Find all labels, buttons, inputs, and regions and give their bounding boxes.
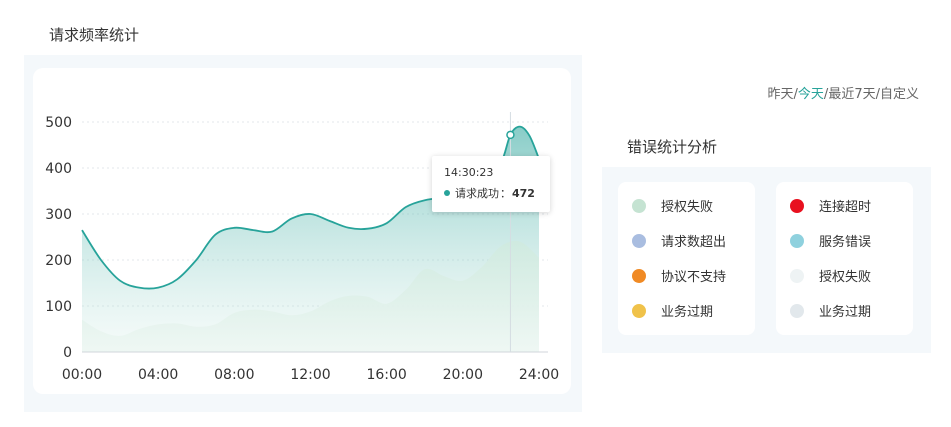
legend-right-item-0: 连接超时 — [776, 196, 871, 215]
legend-label: 业务过期 — [819, 305, 872, 320]
legend-left-item-1: 请求数超出 — [618, 231, 726, 250]
legend-dot-icon — [632, 303, 646, 318]
y-tick-label-5: 500 — [45, 115, 72, 131]
legend-dot-icon — [632, 233, 646, 248]
x-tick-label-0: 00:00 — [62, 367, 102, 383]
tooltip-value: 472 — [512, 186, 535, 200]
legend-label: 协议不支持 — [661, 270, 727, 285]
range-link-2[interactable]: 最近7天 — [828, 87, 876, 102]
range-link-3[interactable]: 自定义 — [879, 87, 919, 102]
legend-dot-icon — [790, 303, 804, 318]
x-tick-label-5: 20:00 — [443, 367, 483, 383]
legend-label: 请求数超出 — [661, 235, 727, 250]
tooltip-time: 14:30:23 — [444, 166, 494, 179]
legend-right-item-3: 业务过期 — [776, 301, 871, 320]
x-tick-label-1: 04:00 — [138, 367, 178, 383]
legend-label: 业务过期 — [661, 305, 714, 320]
x-tick-label-6: 24:00 — [519, 367, 559, 383]
range-link-1[interactable]: 今天 — [797, 87, 824, 102]
legend-dot-icon — [790, 233, 804, 248]
error-legend-card-left: 授权失败请求数超出协议不支持业务过期 — [618, 182, 755, 335]
x-tick-label-2: 08:00 — [214, 367, 254, 383]
range-link-0[interactable]: 昨天 — [767, 87, 794, 102]
legend-left-item-2: 协议不支持 — [618, 266, 726, 285]
tooltip-label: 请求成功 — [455, 187, 499, 200]
error-analysis-title: 错误统计分析 — [627, 138, 718, 156]
y-tick-label-2: 200 — [45, 253, 72, 269]
legend-label: 服务错误 — [819, 235, 872, 250]
x-tick-label-4: 16:00 — [366, 367, 406, 383]
y-tick-label-4: 400 — [45, 161, 72, 177]
date-range-selector: 昨天/今天/最近7天/自定义 — [768, 83, 920, 102]
error-legend-card-right: 连接超时服务错误授权失败业务过期 — [776, 182, 913, 335]
tooltip-row: 请求成功 ： 472 — [444, 185, 550, 201]
range-separator: / — [793, 87, 798, 102]
series-secondary-area — [82, 240, 539, 352]
legend-dot-icon — [632, 268, 646, 283]
request-frequency-title: 请求频率统计 — [49, 26, 140, 44]
legend-label: 授权失败 — [661, 200, 714, 215]
legend-label: 连接超时 — [819, 200, 872, 215]
legend-dot-icon — [790, 268, 804, 283]
axes: 0 100 200 300 400 500 00:00 04:00 08:00 12:00 16:0… — [45, 115, 559, 383]
hover-point — [506, 130, 515, 140]
legend-left-item-3: 业务过期 — [618, 301, 713, 320]
x-tick-label-3: 12:00 — [290, 367, 330, 383]
legend-right-item-1: 服务错误 — [776, 231, 871, 250]
tooltip-series-dot — [444, 190, 450, 196]
y-tick-label-1: 100 — [45, 299, 72, 315]
legend-dot-icon — [632, 198, 646, 213]
y-tick-label-3: 300 — [45, 207, 72, 223]
tooltip-separator: ： — [500, 187, 511, 200]
chart-tooltip: 14:30:23 请求成功 ： 472 — [432, 156, 550, 212]
legend-left-item-0: 授权失败 — [618, 196, 713, 215]
y-tick-label-0: 0 — [63, 345, 72, 361]
legend-right-item-2: 授权失败 — [776, 266, 871, 285]
range-separator: / — [875, 87, 880, 102]
legend-label: 授权失败 — [819, 270, 872, 285]
hover-marker — [506, 112, 515, 352]
legend-dot-icon — [790, 198, 804, 213]
range-separator: / — [823, 87, 829, 102]
